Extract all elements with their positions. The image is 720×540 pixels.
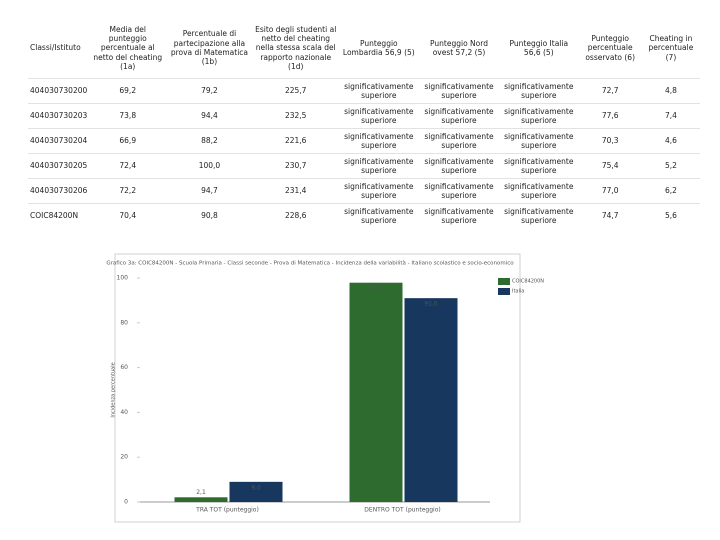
table-cell: 4,8	[641, 78, 700, 104]
header-cell: Punteggio Nord ovest 57,2 (5)	[430, 38, 488, 57]
y-tick-label: 40	[120, 409, 128, 416]
table-cell: 74,7	[578, 203, 642, 228]
header-cell: Cheating in percentuale (7)	[648, 33, 694, 62]
table-cell: significativamente superiore	[338, 203, 419, 228]
table-cell: significativamente superiore	[499, 103, 579, 129]
table-row: 404030730200 69,2 79,2 225,7 significativame…	[28, 78, 700, 104]
legend-label: Italia	[512, 289, 524, 295]
table-cell: 94,4	[166, 103, 253, 129]
table-cell: 70,4	[89, 203, 167, 228]
table-cell: significativamente superiore	[338, 178, 419, 204]
header-cell: Esito degli studenti al netto del cheati…	[255, 24, 337, 72]
chart-title: Grafico 3a: COIC84200N - Scuola Primaria…	[106, 260, 514, 267]
table-cell: 72,2	[89, 178, 167, 204]
header-row: Classi/Istituto Media del punteggio perce…	[28, 18, 700, 79]
table-cell: 404030730200	[28, 78, 90, 104]
table-cell: significativamente superiore	[418, 178, 500, 204]
table-cell: significativamente superiore	[499, 203, 579, 228]
value-label: 2,1	[196, 489, 206, 496]
table-cell: 77,6	[578, 103, 642, 129]
table-row: 404030730206 72,2 94,7 231,4 significativame…	[28, 178, 700, 204]
table-cell: significativamente superiore	[338, 128, 419, 154]
header-cell: Punteggio Italia 56,6 (5)	[509, 38, 569, 57]
table-cell: 7,4	[641, 103, 700, 129]
table-cell: 232,5	[252, 103, 339, 129]
table-row: 404030730203 73,8 94,4 232,5 significativame…	[28, 103, 700, 129]
table-cell: 90,8	[166, 203, 253, 228]
results-table: Classi/Istituto Media del punteggio perce…	[28, 18, 700, 228]
value-label: 97,9	[369, 285, 383, 292]
table-cell: 404030730206	[28, 178, 90, 204]
table-cell: significativamente superiore	[499, 178, 579, 204]
x-tick-label: DENTRO TOT (punteggio)	[364, 507, 440, 514]
y-tick-label: 0	[124, 499, 128, 506]
legend-label: COIC84200N	[512, 279, 544, 285]
header-cell: Percentuale di partecipazione alla prova…	[170, 29, 249, 67]
table-cell: 4,6	[641, 128, 700, 154]
header-cell: Media del punteggio percentuale al netto…	[93, 24, 163, 72]
table-cell: 231,4	[252, 178, 339, 204]
y-tick-label: 60	[120, 364, 128, 371]
x-tick-label: TRA TOT (punteggio)	[195, 507, 259, 514]
value-label: 9,0	[251, 484, 261, 491]
table-cell: 88,2	[166, 128, 253, 154]
table-cell: significativamente superiore	[338, 78, 419, 104]
table-cell: 6,2	[641, 178, 700, 204]
table-cell: 73,8	[89, 103, 167, 129]
table-row: COIC84200N 70,4 90,8 228,6 significativament…	[28, 203, 700, 228]
table-cell: 66,9	[89, 128, 167, 154]
table-cell: 228,6	[252, 203, 339, 228]
table-row: 404030730205 72,4 100,0 230,7 significativam…	[28, 153, 700, 179]
table-cell: significativamente superiore	[418, 128, 500, 154]
table-cell: significativamente superiore	[418, 78, 500, 104]
bar	[404, 298, 458, 502]
bar	[229, 481, 283, 502]
table-cell: significativamente superiore	[499, 78, 579, 104]
table-cell: significativamente superiore	[499, 153, 579, 179]
table-cell: 100,0	[166, 153, 253, 179]
legend-swatch	[498, 278, 510, 285]
value-label: 91,0	[424, 301, 438, 308]
table-cell: 404030730204	[28, 128, 90, 154]
y-tick-label: 20	[120, 454, 128, 461]
header-cell: Classi/Istituto	[30, 43, 81, 53]
table-cell: 69,2	[89, 78, 167, 104]
y-tick-label: 80	[120, 319, 128, 326]
table-cell: significativamente superiore	[338, 153, 419, 179]
table-cell: 77,0	[578, 178, 642, 204]
legend-swatch	[498, 288, 510, 295]
y-axis-label: Incidenza percentuale	[111, 362, 117, 417]
table-cell: COIC84200N	[28, 203, 90, 228]
table-cell: significativamente superiore	[418, 103, 500, 129]
chart-frame	[114, 253, 521, 523]
table-cell: 221,6	[252, 128, 339, 154]
table-cell: 70,3	[578, 128, 642, 154]
table-cell: 5,2	[641, 153, 700, 179]
bar	[174, 497, 228, 502]
table-row: 404030730204 66,9 88,2 221,6 significativame…	[28, 128, 700, 154]
table-cell: 94,7	[166, 178, 253, 204]
table-cell: significativamente superiore	[418, 203, 500, 228]
table-cell: 230,7	[252, 153, 339, 179]
table-cell: significativamente superiore	[499, 128, 579, 154]
table-cell: 75,4	[578, 153, 642, 179]
table-cell: 225,7	[252, 78, 339, 104]
table-cell: significativamente superiore	[338, 103, 419, 129]
table-cell: significativamente superiore	[418, 153, 500, 179]
y-tick-label: 100	[117, 275, 129, 282]
table-cell: 404030730205	[28, 153, 90, 179]
table-cell: 79,2	[166, 78, 253, 104]
header-cell: Punteggio Lombardia 56,9 (5)	[342, 38, 415, 57]
bar	[349, 282, 403, 502]
table-cell: 5,6	[641, 203, 700, 228]
table-cell: 72,4	[89, 153, 167, 179]
table-cell: 72,7	[578, 78, 642, 104]
table-cell: 404030730203	[28, 103, 90, 129]
header-cell: Punteggio percentuale osservato (6)	[585, 33, 636, 62]
